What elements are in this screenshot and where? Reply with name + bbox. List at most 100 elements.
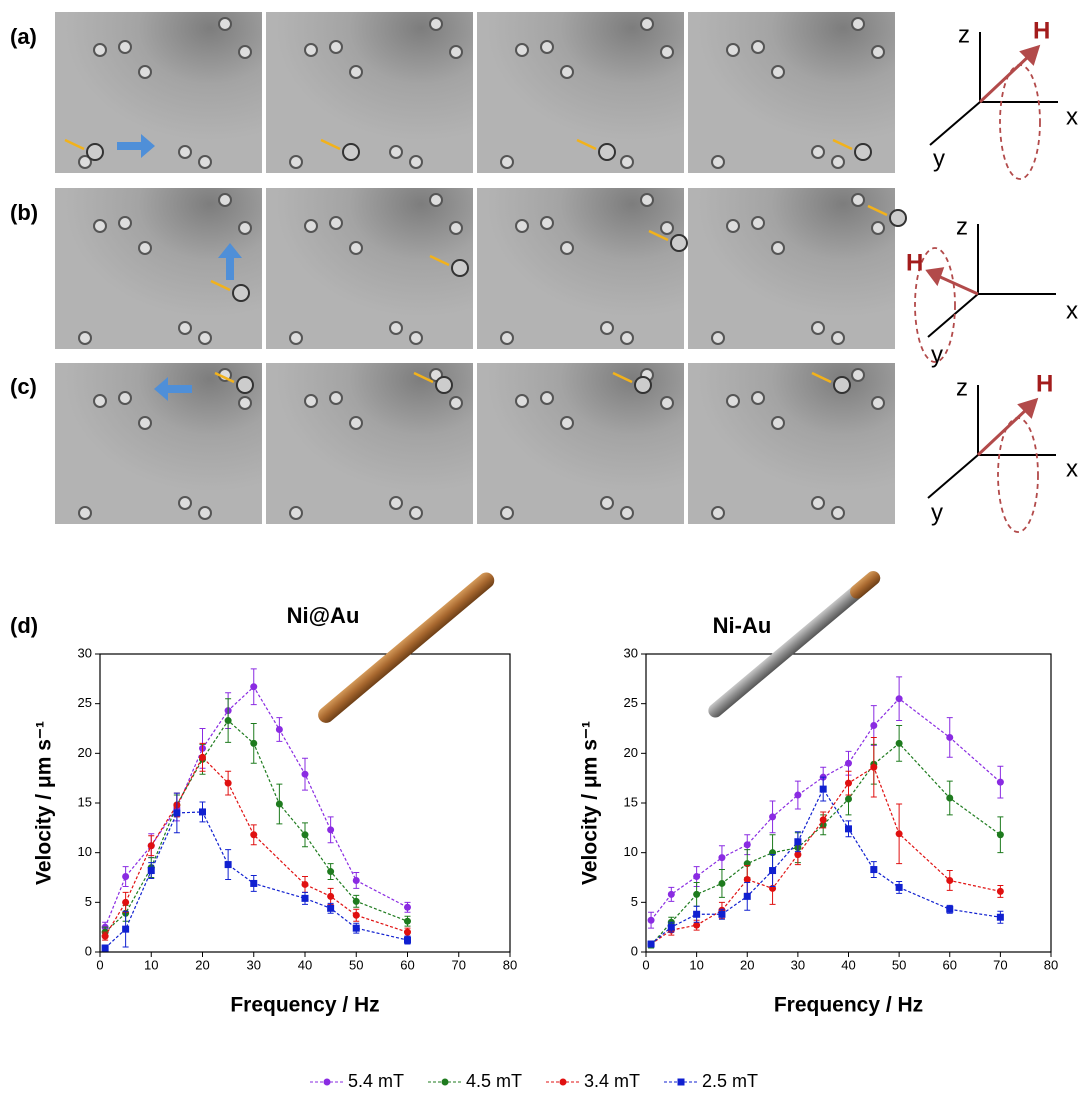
x-tick-label: 20 xyxy=(195,957,209,972)
cell xyxy=(620,155,634,169)
direction-arrow xyxy=(218,243,242,280)
pointer-arrow xyxy=(64,138,85,151)
data-point xyxy=(769,813,777,821)
data-point xyxy=(845,795,852,803)
x-tick-label: 60 xyxy=(943,957,957,972)
cell xyxy=(389,145,403,159)
cell xyxy=(329,216,343,230)
x-tick-label: 10 xyxy=(144,957,158,972)
cell xyxy=(218,17,232,31)
cell xyxy=(811,145,825,159)
cell xyxy=(389,496,403,510)
data-point xyxy=(895,883,903,891)
cell xyxy=(640,193,654,207)
legend: 5.4 mT 4.5 mT 3.4 mT 2.5 mT xyxy=(310,1071,758,1091)
pointer-arrow xyxy=(320,138,341,151)
micrograph xyxy=(477,188,684,349)
legend-label: 4.5 mT xyxy=(466,1071,522,1091)
cell xyxy=(449,221,463,235)
series-line xyxy=(650,697,1001,921)
data-point xyxy=(647,940,655,948)
plot-frame xyxy=(99,653,511,953)
cell xyxy=(198,155,212,169)
data-point xyxy=(870,763,878,771)
y-tick-label: 5 xyxy=(631,894,638,909)
cell xyxy=(198,331,212,345)
micrograph xyxy=(266,12,473,173)
data-point xyxy=(718,879,726,887)
cell xyxy=(349,416,363,430)
data-point xyxy=(352,897,360,905)
data-point xyxy=(895,695,903,703)
data-point xyxy=(996,778,1004,786)
nanorod xyxy=(708,571,881,718)
cell xyxy=(218,193,232,207)
data-point xyxy=(845,825,852,833)
cell xyxy=(138,241,152,255)
motor-cell xyxy=(342,143,360,161)
data-point xyxy=(404,928,411,936)
legend-marker xyxy=(441,1078,449,1086)
pointer-arrow xyxy=(867,204,888,217)
legend-marker xyxy=(677,1078,685,1086)
cell xyxy=(660,45,674,59)
cell xyxy=(329,40,343,54)
axis-name: x xyxy=(1066,103,1078,130)
data-point xyxy=(667,890,675,898)
motor-cell xyxy=(854,143,872,161)
x-tick-label: 50 xyxy=(892,957,906,972)
cell xyxy=(515,394,529,408)
cell xyxy=(409,155,423,169)
cell xyxy=(178,496,192,510)
micrograph xyxy=(266,188,473,349)
cell xyxy=(178,321,192,335)
cell xyxy=(118,391,132,405)
chart-title: Ni@Au xyxy=(287,603,360,628)
data-point xyxy=(301,770,309,778)
cell xyxy=(289,155,303,169)
cell xyxy=(831,506,845,520)
cell xyxy=(871,45,885,59)
data-point xyxy=(870,722,878,730)
cell xyxy=(871,221,885,235)
data-point xyxy=(996,913,1004,921)
cell xyxy=(515,43,529,57)
data-point xyxy=(301,880,309,888)
x-axis-label: Frequency / Hz xyxy=(774,994,923,1017)
data-point xyxy=(122,925,130,933)
motor-cell xyxy=(889,209,907,227)
data-point xyxy=(224,861,232,869)
pointer-arrow xyxy=(413,371,434,384)
x-tick-label: 70 xyxy=(452,957,466,972)
data-point xyxy=(693,873,701,881)
series-line xyxy=(104,811,408,949)
data-point xyxy=(718,910,726,918)
micrograph xyxy=(688,363,895,524)
data-point xyxy=(718,854,726,862)
cell xyxy=(198,506,212,520)
x-tick-label: 30 xyxy=(247,957,261,972)
cell xyxy=(409,506,423,520)
data-point xyxy=(101,932,109,940)
axis-name: y xyxy=(933,145,945,172)
motor-cell xyxy=(451,259,469,277)
cell xyxy=(540,391,554,405)
cell xyxy=(851,368,865,382)
data-point xyxy=(352,876,360,884)
x-tick-label: 40 xyxy=(841,957,855,972)
x-tick-label: 50 xyxy=(349,957,363,972)
cell xyxy=(93,394,107,408)
micrograph xyxy=(477,363,684,524)
cell xyxy=(831,155,845,169)
series-line xyxy=(104,685,408,928)
data-point xyxy=(404,917,411,925)
data-point xyxy=(301,894,309,902)
axis-name: y xyxy=(931,341,943,368)
chart-title: Ni-Au xyxy=(713,613,772,638)
direction-arrow xyxy=(154,377,192,401)
cell xyxy=(711,506,725,520)
cell xyxy=(600,321,614,335)
cell xyxy=(751,391,765,405)
cell xyxy=(851,193,865,207)
data-point xyxy=(327,826,335,834)
